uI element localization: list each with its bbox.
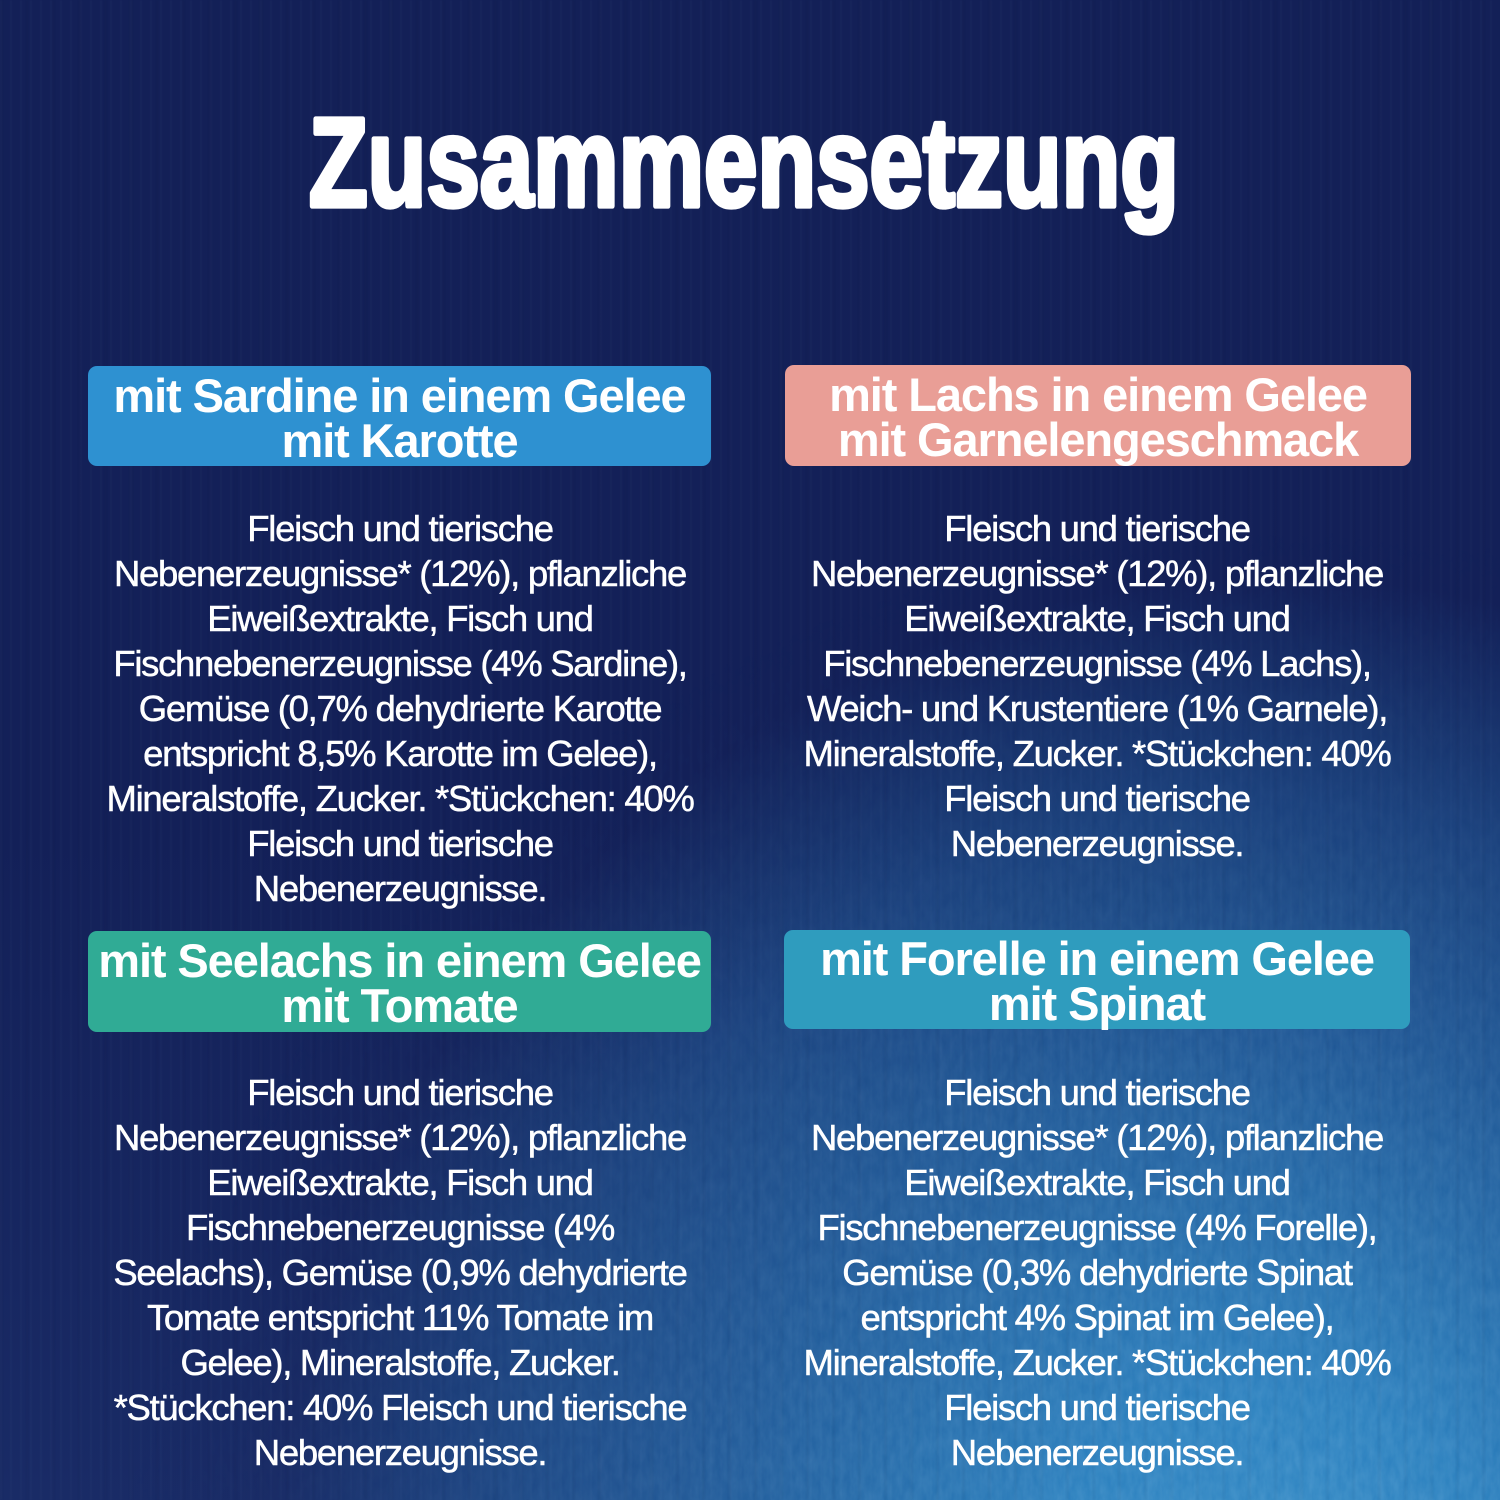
svg-text:Zusammensetzung: Zusammensetzung	[309, 91, 1179, 233]
